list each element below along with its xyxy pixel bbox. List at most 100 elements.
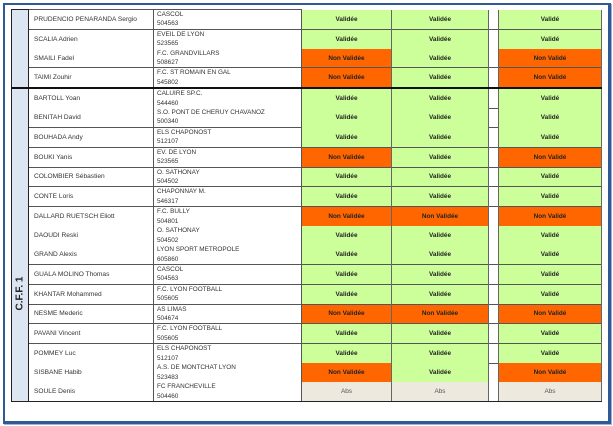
player-name: SOULE Denis [28,382,154,403]
table-row: CONTE Loris CHAPONNAY M. 546317 Validée V… [12,186,602,207]
status-cell-3: Validé [498,108,602,128]
status-cell-3: Validé [498,186,602,207]
spacer [488,9,499,30]
spacer [488,323,499,344]
player-name: GUALA MOLINO Thomas [28,263,154,285]
status-cell-3: Validé [498,263,602,285]
status-cell-3: Validé [498,87,602,109]
club-id: 504563 [157,275,179,283]
table-row: C.F.F. 1 BARTOLL Yoan CALUIRE SP.C. 54446… [11,87,602,403]
club-id: 504674 [157,314,179,322]
status-cell-3: Validé [498,9,602,30]
spacer [488,67,499,89]
player-club: A.S. DE MONTCHAT LYON 523483 [153,363,302,383]
player-club: EVEIL DE LYON 523565 [153,28,302,49]
status-cell-3: Validé [498,283,602,305]
table-row: BOUKI Yanis EV. DE LYON 523565 Non Validé… [12,146,602,167]
status-cell-1: Validée [301,28,392,49]
status-cell-3: Validé [498,225,602,246]
table-row: POMMEY Luc ELS CHAPONOST 512107 Validée V… [12,343,602,363]
status-cell-3: Abs [498,382,602,403]
club-name: F.C. GRANDVILLARS [157,49,220,57]
table-row: DALLARD RUETSCH Eliott F.C. BULLY 504801 … [12,206,602,226]
club-id: 546317 [157,197,179,205]
status-cell-1: Validée [301,263,392,285]
player-name: GRAND Alexis [28,245,154,265]
spacer [488,263,499,285]
player-club: F.C. LYON FOOTBALL 505605 [153,323,302,344]
player-name: SCALIA Adrien [28,28,154,49]
spacer [488,343,499,363]
spacer [488,225,499,246]
club-name: O. SATHONAY [157,227,200,235]
club-name: S.O. PONT DE CHERUY CHAVANOZ [157,109,265,117]
status-cell-3: Validé [498,127,602,148]
status-cell-2: Validée [391,146,489,167]
club-name: F.C. LYON FOOTBALL [157,325,223,333]
table-row: SMAILI Fadel F.C. GRANDVILLARS 508627 Non… [12,48,602,68]
club-name: LYON SPORT METROPOLE [157,246,240,254]
table-row: SISBANE Habib A.S. DE MONTCHAT LYON 52348… [12,362,602,383]
player-club: ELS CHAPONOST 512107 [153,343,302,363]
status-cell-2: Validée [391,108,489,128]
club-id: 523565 [157,158,179,166]
player-name: BARTOLL Yoan [28,87,154,109]
status-cell-1: Validée [301,186,392,207]
status-cell-2: Validée [391,343,489,363]
player-name: KHANTAR Mohammed [28,283,154,305]
status-cell-1: Validée [301,87,392,109]
player-name: BENITAH David [28,108,154,128]
player-club: CHAPONNAY M. 546317 [153,186,302,207]
status-cell-1: Validée [301,108,392,128]
club-id: 504563 [157,20,179,28]
status-cell-2: Validée [391,363,489,383]
status-cell-1: Validée [301,127,392,148]
table-row: KHANTAR Mohammed F.C. LYON FOOTBALL 50560… [12,283,602,305]
status-cell-1: Abs [301,382,392,403]
status-cell-2: Validée [391,48,489,68]
club-id: 512107 [157,354,179,362]
player-club: CASCOL 504563 [153,9,302,30]
status-cell-2: Non Validée [391,303,489,324]
spacer [488,245,499,265]
table-row: COLOMBIER Sébastien O. SATHONAY 504502 Va… [12,166,602,187]
club-id: 500340 [157,118,179,126]
player-club: F.C. ST ROMAIN EN GAL 545802 [153,67,302,89]
status-cell-2: Validée [391,67,489,89]
table-row: BOUHADA Andy ELS CHAPONOST 512107 Validée… [12,126,602,148]
table-row: SOULE Denis FC FRANCHEVILLE 504460 Abs Ab… [12,382,602,403]
status-cell-1: Validée [301,245,392,265]
player-name: COLOMBIER Sébastien [28,166,154,187]
status-cell-3: Validé [498,323,602,344]
club-name: F.C. ST ROMAIN EN GAL [157,69,231,77]
status-cell-3: Non Validé [498,206,602,226]
club-name: FC FRANCHEVILLE [157,383,216,391]
player-name: NESME Mederic [28,303,154,324]
club-id: 523483 [157,373,179,381]
club-name: F.C. BULLY [157,208,190,216]
status-cell-1: Validée [301,323,392,344]
club-id: 505605 [157,295,179,303]
status-cell-1: Validée [301,225,392,246]
player-club: S.O. PONT DE CHERUY CHAVANOZ 500340 [153,108,302,128]
player-name: TAIMI Zouhir [28,67,154,89]
player-name: BOUHADA Andy [28,126,154,148]
spacer [488,206,499,226]
status-cell-2: Validée [391,87,489,109]
player-club: FC FRANCHEVILLE 504460 [153,382,302,403]
player-name: POMMEY Luc [28,343,154,363]
status-cell-2: Validée [391,245,489,265]
status-cell-1: Non Validée [301,67,392,89]
club-name: F.C. LYON FOOTBALL [157,285,223,293]
club-name: ELS CHAPONOST [157,128,212,136]
status-cell-2: Validée [391,283,489,305]
prev-group-label-cell [11,9,29,89]
club-name: CASCOL [157,11,184,18]
spacer [488,166,499,187]
table-row: BENITAH David S.O. PONT DE CHERUY CHAVAN… [12,107,602,128]
table-row: PRUDENCIO PENARANDA Sergio CASCOL 504563 … [11,9,602,89]
status-cell-3: Validé [498,245,602,265]
player-name: DAOUDI Reski [28,225,154,246]
club-id: 523565 [157,40,179,48]
club-name: ELS CHAPONOST [157,345,212,353]
